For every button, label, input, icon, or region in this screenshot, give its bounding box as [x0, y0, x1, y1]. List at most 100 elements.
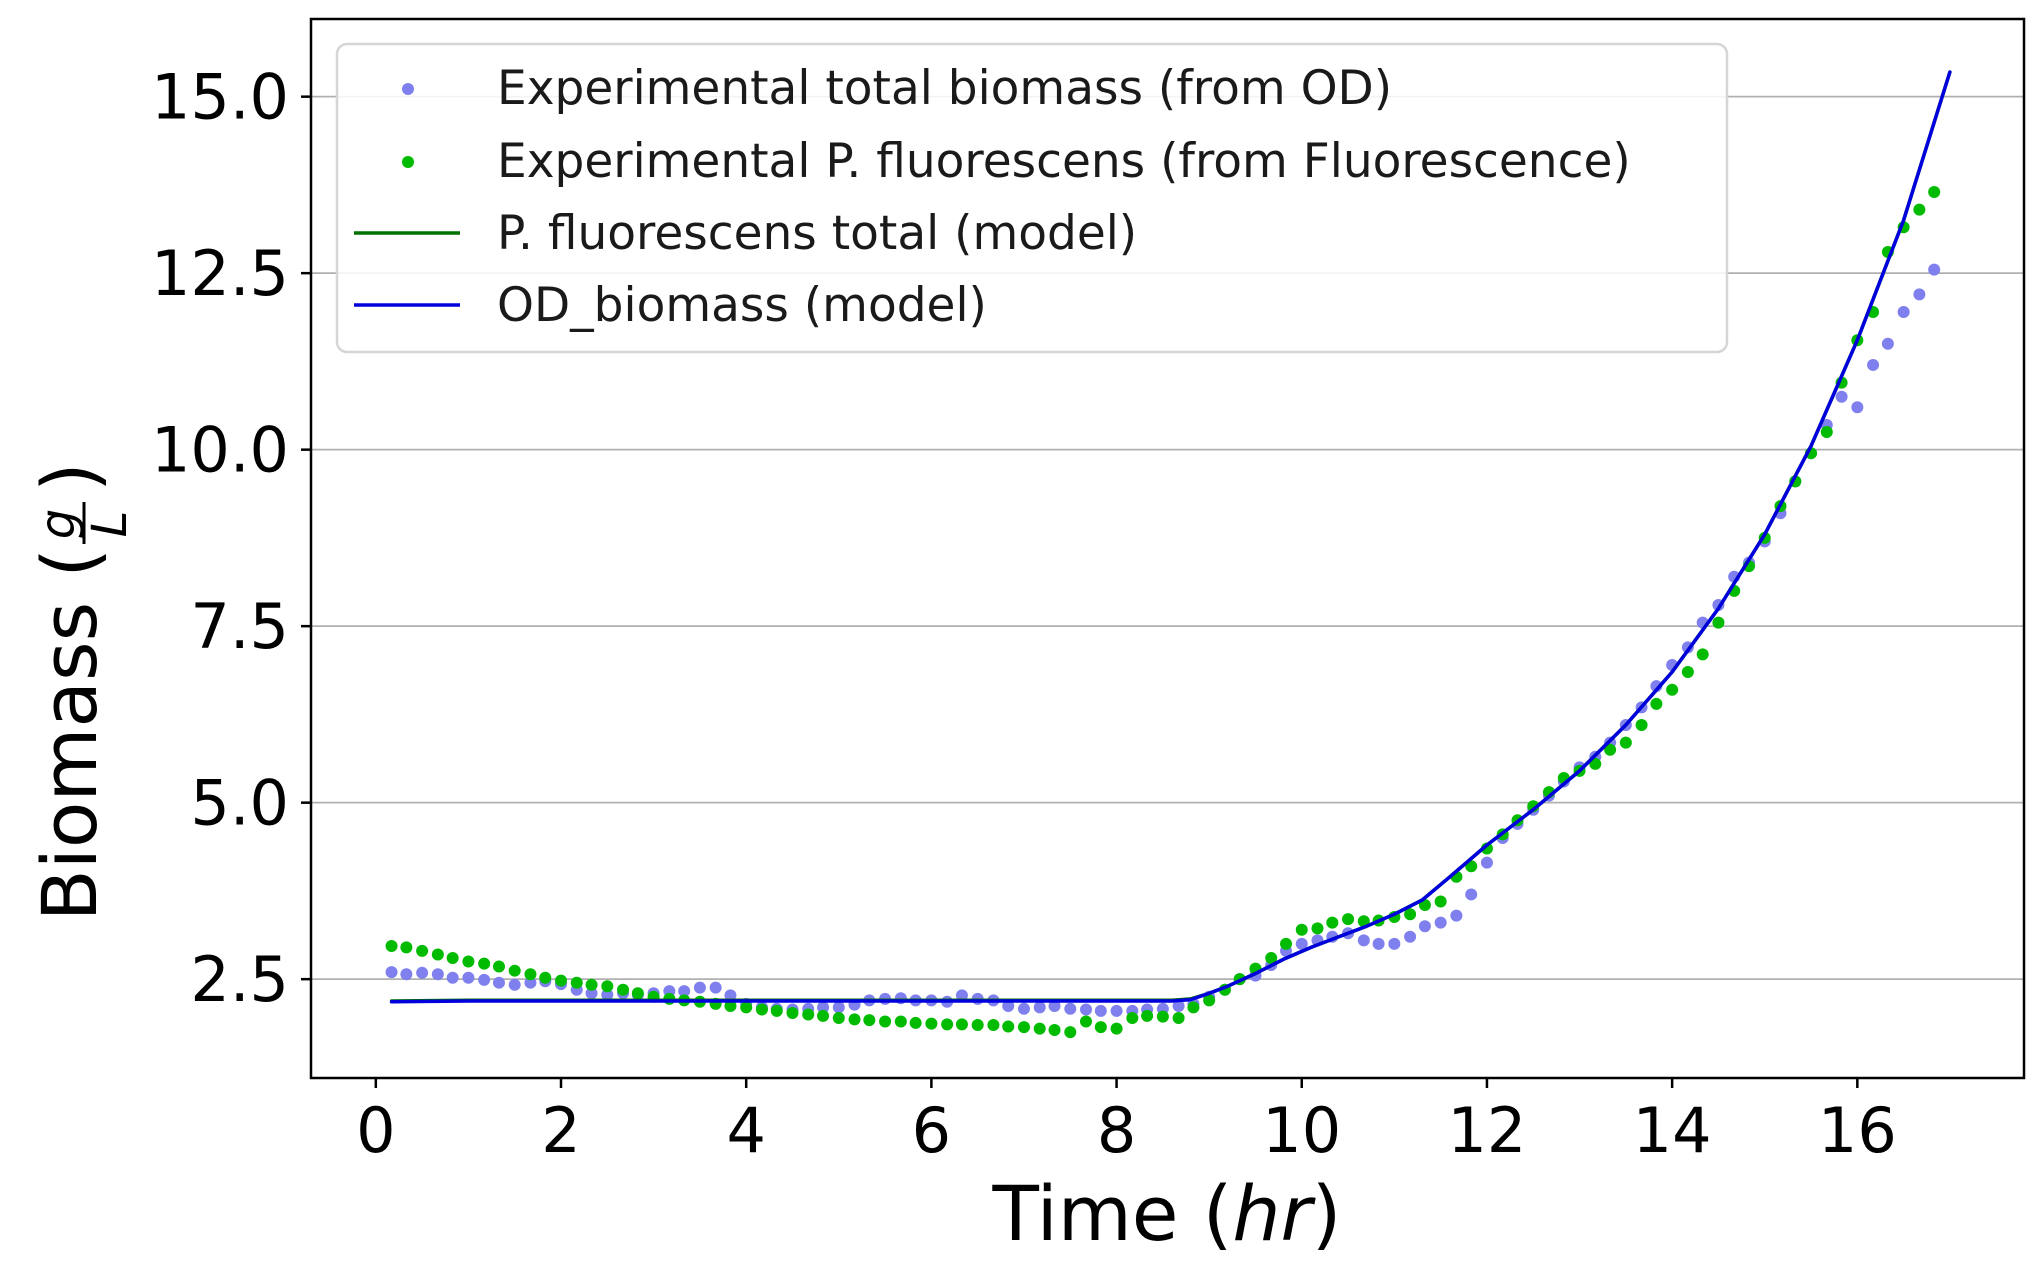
od-point — [1881, 337, 1894, 350]
fluorescence-point — [1820, 426, 1833, 439]
fluorescence-point — [570, 976, 583, 989]
fluorescence-point — [1311, 922, 1324, 935]
od-point — [446, 971, 459, 984]
fluorescence-point — [585, 978, 598, 991]
od-point — [955, 989, 968, 1002]
plot-area-series — [385, 70, 1952, 1039]
fluorescence-point — [879, 1015, 892, 1028]
fluorescence-point — [1265, 951, 1278, 964]
y-tick-label: 15.0 — [151, 61, 289, 134]
od-point — [524, 976, 537, 989]
legend-label-pf-model: P. fluorescens total (model) — [497, 206, 1137, 261]
fluorescence-point — [817, 1009, 830, 1022]
fluorescence-point — [1696, 648, 1709, 661]
y-tick-label: 7.5 — [190, 590, 289, 663]
od-point — [1295, 937, 1308, 950]
fluorescence-point — [478, 957, 491, 970]
x-tick-label: 0 — [356, 1094, 395, 1167]
legend-marker-od — [402, 83, 414, 95]
od-point — [1094, 1004, 1107, 1017]
fluorescence-point — [1295, 923, 1308, 936]
fluorescence-point — [617, 983, 630, 996]
od-point — [1080, 1003, 1093, 1016]
fluorescence-point — [1342, 913, 1355, 926]
od-point — [832, 1001, 845, 1014]
fluorescence-point — [1187, 1001, 1200, 1014]
od-point — [508, 978, 521, 991]
od-point — [1913, 288, 1926, 301]
od-point — [462, 971, 475, 984]
od-point — [1110, 1004, 1123, 1017]
fluorescence-point — [1434, 895, 1447, 908]
x-axis-title-prefix: Time ( — [992, 1169, 1233, 1258]
fluorescence-point — [1064, 1026, 1077, 1039]
fluorescence-point — [1635, 719, 1648, 731]
fluorescence-point — [1280, 937, 1293, 950]
y-axis-title-prefix: Biomass ( — [25, 548, 114, 921]
od-point — [1033, 1001, 1046, 1014]
axis-ticks: 2.5 5.0 7.5 10.0 12.5 15.0 0 2 4 6 8 10 12 14 16 — [151, 61, 1897, 1167]
x-tick-label: 10 — [1262, 1094, 1341, 1167]
x-axis-title-suffix: ) — [1312, 1169, 1342, 1258]
legend-label-od: Experimental total biomass (from OD) — [497, 61, 1392, 116]
fluorescence-point — [971, 1019, 984, 1032]
fluorescence-point — [1913, 203, 1926, 216]
od-point — [817, 1001, 830, 1014]
fluorescence-point — [1017, 1021, 1030, 1034]
od-point — [1357, 934, 1370, 947]
fluorescence-point — [631, 987, 644, 1000]
od-point — [1048, 999, 1061, 1012]
fluorescence-point — [786, 1007, 799, 1020]
fluorescence-point — [1033, 1022, 1046, 1035]
od-point — [1064, 1002, 1077, 1015]
fluorescence-point — [400, 941, 413, 954]
fluorescence-point — [1650, 697, 1663, 710]
od-point — [693, 981, 706, 994]
fluorescence-point — [1080, 1015, 1093, 1028]
fluorescence-point — [1589, 757, 1602, 770]
od-point — [1172, 999, 1185, 1012]
od-model-line — [389, 70, 1952, 1004]
fluorescence-point — [462, 955, 475, 968]
od-point — [1404, 930, 1417, 943]
y-axis-title: Biomass ( g L ) — [25, 462, 138, 921]
legend: Experimental total biomass (from OD) Exp… — [335, 42, 1729, 354]
fluorescence-point — [555, 974, 568, 987]
od-point — [478, 973, 491, 986]
x-tick-label: 16 — [1818, 1094, 1897, 1167]
fluorescence-point — [941, 1018, 954, 1031]
fluorescence-point — [1619, 736, 1632, 749]
y-tick-label: 2.5 — [190, 943, 289, 1016]
fluorescence-point — [987, 1019, 1000, 1032]
od-point — [601, 988, 614, 1001]
od-point — [1835, 390, 1848, 403]
od-point — [385, 966, 398, 979]
x-tick-label: 6 — [912, 1094, 951, 1167]
fluorescence-point — [1156, 1010, 1169, 1023]
od-point — [1897, 305, 1910, 318]
od-point — [1928, 263, 1941, 276]
fluorescence-point — [1203, 994, 1216, 1007]
od-point — [1388, 937, 1401, 950]
od-point — [678, 985, 691, 998]
fluorescence-point — [925, 1017, 938, 1030]
fluorescence-point — [601, 980, 614, 993]
fluorescence-point — [740, 1001, 753, 1014]
od-point — [709, 981, 722, 994]
x-tick-label: 2 — [541, 1094, 580, 1167]
fluorescence-point — [755, 1003, 768, 1016]
fluorescence-point — [492, 960, 505, 973]
fluorescence-point — [431, 948, 444, 961]
fluorescence-point — [508, 964, 521, 977]
fluorescence-point — [1681, 666, 1694, 679]
fluorescence-point — [1404, 908, 1417, 921]
fluorescence-point — [1172, 1011, 1185, 1024]
od-point — [416, 966, 429, 979]
fluorescence-point — [955, 1018, 968, 1031]
fluorescence-point — [385, 939, 398, 952]
od-point — [1867, 358, 1880, 371]
fluorescence-point — [1141, 1009, 1154, 1022]
fluorescence-point — [539, 971, 552, 984]
od-point — [431, 968, 444, 981]
x-tick-label: 4 — [726, 1094, 765, 1167]
